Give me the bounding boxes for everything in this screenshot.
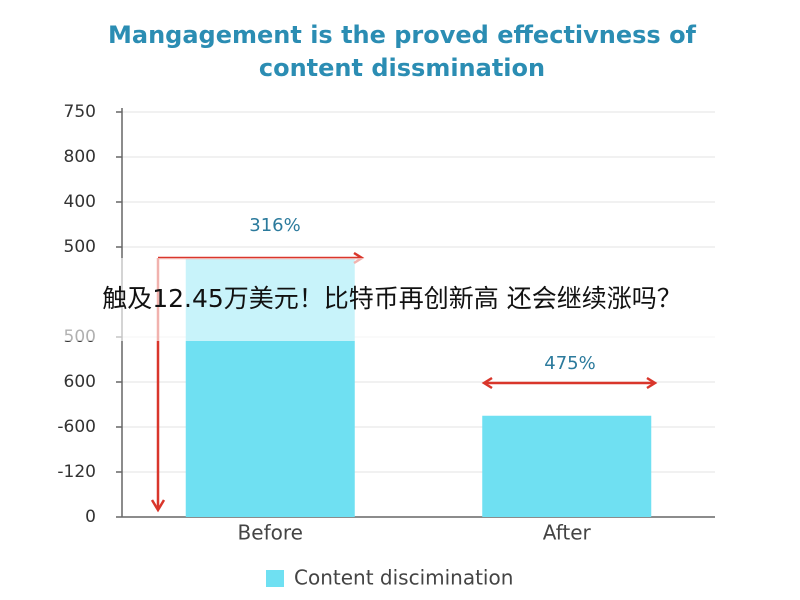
bar <box>482 415 652 517</box>
y-tick-label: 500 <box>64 237 96 257</box>
arrow-head <box>150 499 166 513</box>
chart-title: Mangagement is the proved effectivness o… <box>108 21 697 49</box>
overlay-caption: 触及12.45万美元！比特币再创新高 还会继续涨吗？ <box>102 284 682 313</box>
arrow-head <box>646 376 658 390</box>
y-tick-label: -120 <box>57 462 96 482</box>
annotation: 316% <box>249 215 300 236</box>
arrow-head <box>481 376 493 390</box>
y-tick-label: 0 <box>85 507 96 527</box>
caption-banner <box>0 258 800 341</box>
y-tick-label: 600 <box>64 372 96 392</box>
x-tick-label: After <box>543 521 592 545</box>
y-tick-label: 750 <box>64 102 96 122</box>
annotation: 475% <box>544 353 595 374</box>
y-tick-label: -600 <box>57 417 96 437</box>
y-tick-label: 400 <box>64 192 96 212</box>
chart-title: content dissmination <box>259 54 545 82</box>
legend-label: Content discimination <box>294 566 513 590</box>
plot: 0-120-600600500500400800750BeforeAfterCo… <box>57 102 715 590</box>
legend-swatch <box>266 570 284 587</box>
y-tick-label: 800 <box>64 147 96 167</box>
x-tick-label: Before <box>238 521 303 545</box>
